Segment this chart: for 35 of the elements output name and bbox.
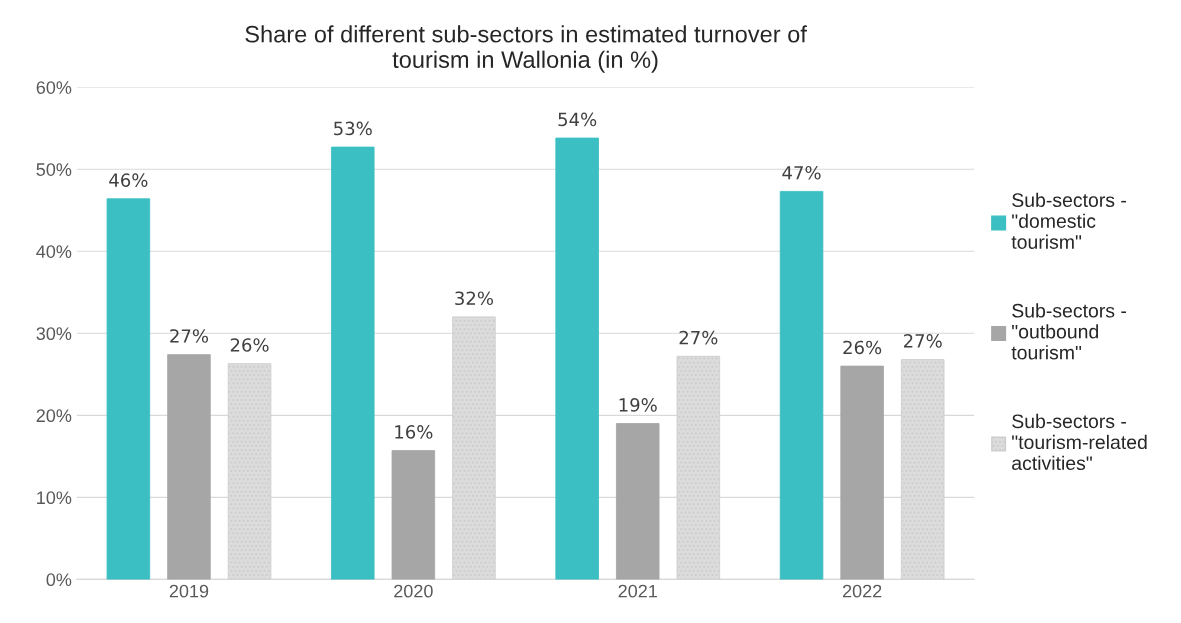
x-tick-label: 2021 <box>618 584 657 598</box>
data-label: 26% <box>843 340 882 355</box>
bar <box>616 423 660 580</box>
data-label: 32% <box>455 291 493 306</box>
bar <box>106 198 151 580</box>
data-label: 19% <box>619 398 657 412</box>
legend-label: Sub-sectors - "outbound tourism" <box>1011 303 1127 360</box>
y-tick-label: 50% <box>36 163 72 176</box>
y-tick-label: 0% <box>46 573 72 587</box>
legend-label: Sub-sectors - "tourism-related activities" <box>1012 413 1147 471</box>
y-tick-label: 60% <box>36 81 72 94</box>
x-tick-label: 2019 <box>169 584 209 598</box>
data-label: 54% <box>558 112 597 127</box>
x-tick-label: 2020 <box>394 584 433 598</box>
data-label: 27% <box>679 330 718 345</box>
data-label: 26% <box>230 338 269 352</box>
data-label: 53% <box>334 121 372 136</box>
data-label: 16% <box>395 425 433 439</box>
bar <box>167 354 211 580</box>
bar <box>331 146 375 580</box>
data-label: 27% <box>170 329 209 343</box>
y-tick-label: 40% <box>36 245 72 258</box>
x-tick-label: 2022 <box>842 584 882 598</box>
data-label: 46% <box>109 173 148 187</box>
legend-label: Sub-sectors - "domestic tourism" <box>1011 192 1127 249</box>
data-label: 47% <box>782 165 821 180</box>
data-label: 27% <box>903 334 942 348</box>
chart-title: Share of different sub-sectors in estimated turnover of tourism in Wallonia (in %) <box>245 25 807 73</box>
y-tick-label: 10% <box>37 491 72 505</box>
bar <box>840 365 884 580</box>
bar <box>391 450 436 580</box>
bar <box>555 137 599 580</box>
bar <box>779 190 824 580</box>
y-tick-label: 20% <box>36 409 72 423</box>
y-tick-label: 30% <box>36 327 72 341</box>
